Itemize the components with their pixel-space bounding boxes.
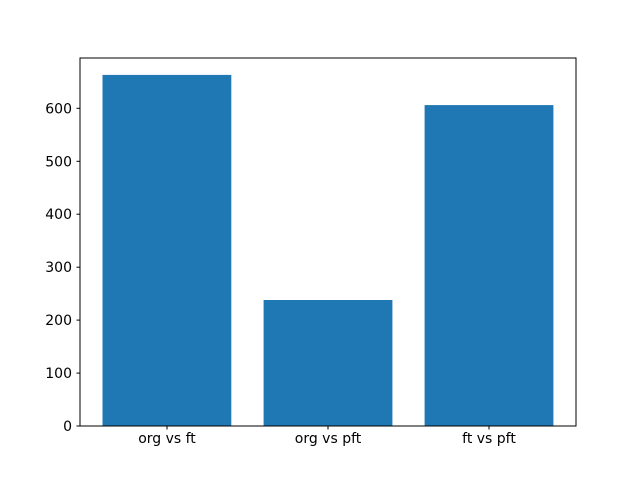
y-tick-label: 300	[45, 260, 72, 276]
bar-ft-vs-pft	[424, 105, 554, 426]
bar-org-vs-pft	[263, 300, 393, 426]
x-tick-label: org vs ft	[138, 431, 196, 447]
y-tick-label: 600	[45, 101, 72, 117]
bar-org-vs-ft	[102, 74, 232, 427]
y-tick-label: 500	[45, 154, 72, 170]
y-tick-label: 200	[45, 313, 72, 329]
y-tick-label: 100	[45, 366, 72, 382]
x-tick-label: ft vs pft	[462, 431, 516, 447]
y-tick-label: 0	[63, 419, 72, 435]
x-tick-label: org vs pft	[295, 431, 362, 447]
y-tick-label: 400	[45, 207, 72, 223]
